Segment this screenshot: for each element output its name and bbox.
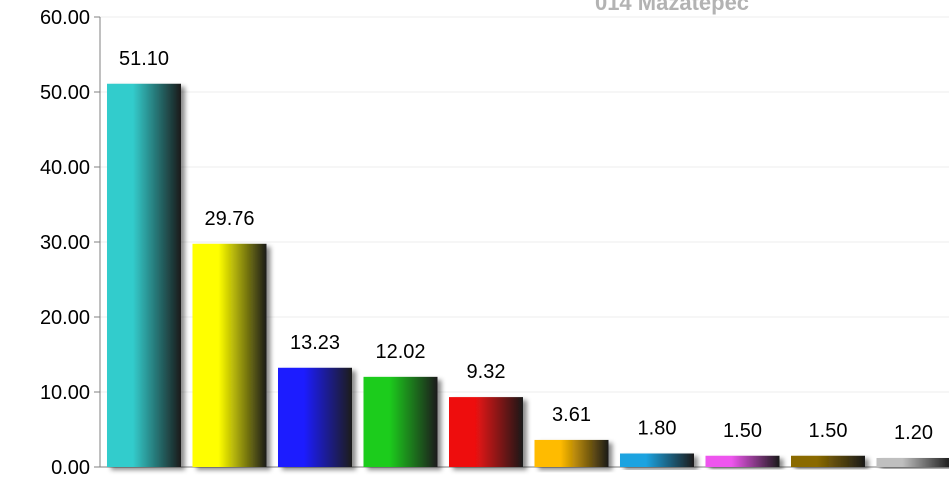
y-tick-label: 30.00 xyxy=(40,232,90,254)
y-tick-label: 20.00 xyxy=(40,307,90,329)
bar xyxy=(449,397,523,467)
chart-title: 014 Mazatepec xyxy=(595,0,749,15)
bar xyxy=(363,376,438,467)
y-tick-label: 10.00 xyxy=(40,382,90,404)
data-labels: 51.10 29.76 13.23 12.02 9.32 3.61 1.80 1.50 1.50… xyxy=(119,48,933,444)
data-label: 1.50 xyxy=(809,420,848,442)
data-label: 1.50 xyxy=(723,420,762,442)
bar xyxy=(192,243,267,467)
y-tick-label: 50.00 xyxy=(40,82,90,104)
bars xyxy=(107,83,949,467)
bar xyxy=(876,458,949,467)
bar xyxy=(107,83,181,467)
bar xyxy=(534,439,609,467)
bar xyxy=(620,453,694,467)
data-label: 29.76 xyxy=(204,208,254,230)
bar xyxy=(791,455,865,467)
bar xyxy=(278,367,352,467)
bar xyxy=(705,455,780,467)
data-label: 3.61 xyxy=(552,404,591,426)
y-tick-label: 0.00 xyxy=(51,457,90,479)
y-axis: 0.00 10.00 20.00 30.00 40.00 50.00 60.00 xyxy=(40,7,949,479)
data-label: 51.10 xyxy=(119,48,169,70)
y-tick-label: 40.00 xyxy=(40,157,90,179)
data-label: 12.02 xyxy=(375,341,425,363)
data-label: 1.20 xyxy=(894,422,933,444)
y-tick-label: 60.00 xyxy=(40,7,90,29)
data-label: 9.32 xyxy=(467,361,506,383)
data-label: 13.23 xyxy=(290,332,340,354)
data-label: 1.80 xyxy=(638,418,677,440)
